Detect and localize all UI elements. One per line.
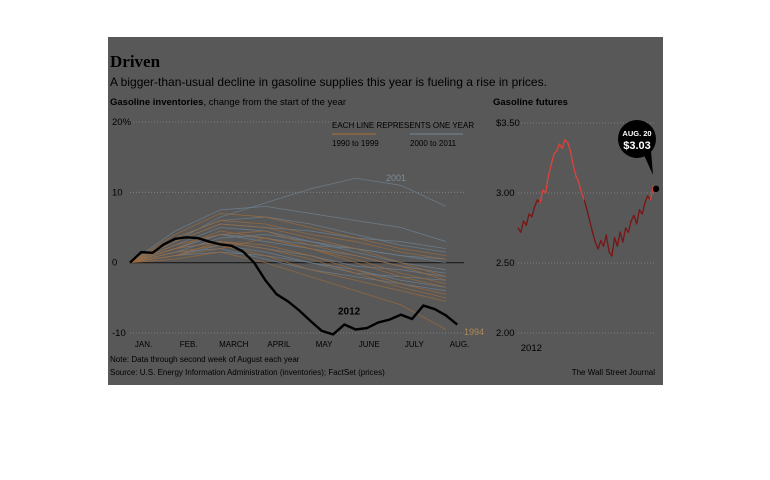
- graphic-panel: Driven A bigger-than-usual decline in ga…: [108, 37, 663, 385]
- futures-callout-date: AUG. 20: [622, 129, 651, 138]
- futures-endpoint: [652, 185, 660, 192]
- footer-note: Note: Data through second week of August…: [110, 355, 300, 364]
- futures-series-segment: [589, 220, 594, 233]
- series-line-2000s: [129, 251, 446, 281]
- legend-label-2000s: 2000 to 2011: [410, 139, 457, 148]
- futures-y-tick-label: 2.50: [496, 258, 515, 269]
- futures-series-segment: [627, 220, 632, 233]
- futures-series-segment: [586, 209, 591, 222]
- futures-series-segment: [578, 181, 583, 194]
- futures-x-tick-label: 2012: [521, 343, 542, 354]
- futures-series-segment: [547, 164, 552, 177]
- futures-series-segment: [649, 185, 654, 201]
- inventories-x-tick-label: MARCH: [219, 340, 249, 349]
- futures-y-tick-label: 2.00: [496, 328, 515, 339]
- inventories-y-tick-label: 0: [112, 258, 117, 269]
- series-line-2000s: [129, 234, 446, 264]
- futures-series-segment: [594, 241, 599, 250]
- charts-svg: 20% 10 0 -10 JAN. FEB. MARCH APRIL MAY JUNE JULY AU…: [112, 117, 660, 354]
- futures-series-segment: [633, 214, 638, 225]
- futures-series-segment: [525, 213, 530, 226]
- futures-series-segment: [520, 220, 525, 233]
- futures-series-segment: [641, 202, 646, 215]
- futures-series-segment: [613, 237, 619, 247]
- futures-series-segment: [575, 175, 580, 183]
- futures-series-segment: [558, 143, 563, 149]
- inventories-title-bold: Gasoline inventories: [110, 97, 204, 108]
- futures-series-segment: [597, 239, 602, 250]
- annotation-1994: 1994: [464, 327, 484, 337]
- series-line-1990s: [129, 241, 447, 295]
- futures-callout-value: $3.03: [623, 140, 651, 152]
- page-subtitle: A bigger-than-usual decline in gasoline …: [110, 75, 547, 89]
- legend-label-1990s: 1990 to 1999: [332, 139, 379, 148]
- futures-series-segment: [630, 214, 635, 222]
- futures-series-segment: [533, 199, 538, 208]
- futures-series-segment: [544, 175, 550, 194]
- inventories-x-tick-label: JULY: [405, 340, 425, 349]
- inventories-y-tick-label: 20%: [112, 117, 132, 128]
- legend-heading: EACH LINE REPRESENTS ONE YEAR: [332, 121, 474, 130]
- futures-series-segment: [611, 237, 616, 257]
- series-line-1990s: [129, 241, 447, 299]
- futures-series-segment: [550, 153, 555, 166]
- futures-series-segment: [619, 231, 624, 243]
- futures-series-segment: [539, 189, 544, 204]
- inventories-x-tick-label: APRIL: [267, 340, 291, 349]
- futures-series-segment: [569, 150, 574, 166]
- futures-y-tick-label: 3.00: [496, 188, 515, 199]
- series-line-1990s: [129, 213, 447, 264]
- footer-source: Source: U.S. Energy Information Administ…: [110, 368, 385, 377]
- inventories-title-rest: , change from the start of the year: [203, 97, 347, 108]
- inventories-x-tick-label: AUG.: [450, 340, 470, 349]
- inventories-x-tick-label: FEB.: [180, 340, 198, 349]
- futures-callout-bubble: [618, 120, 656, 158]
- futures-series-segment: [616, 231, 621, 247]
- futures-series-segment: [564, 139, 569, 144]
- futures-series-segment: [567, 141, 572, 152]
- page-title: Driven: [110, 52, 161, 71]
- futures-y-tick-label: $3.50: [496, 118, 520, 129]
- futures-series-segment: [583, 199, 588, 211]
- futures-series-segment: [591, 231, 596, 243]
- futures-series-segment: [600, 239, 605, 247]
- futures-series-segment: [572, 164, 577, 177]
- futures-series-segment: [555, 143, 561, 152]
- futures-callout-pointer: [644, 151, 653, 175]
- futures-series-segment: [561, 139, 566, 149]
- inventories-y-tick-label: -10: [112, 328, 126, 339]
- inventories-x-tick-label: MAY: [316, 340, 333, 349]
- annotation-2012: 2012: [338, 307, 361, 318]
- futures-series-segment: [602, 234, 607, 247]
- series-line-1990s: [129, 230, 447, 281]
- inventories-x-tick-label: JUNE: [359, 340, 380, 349]
- series-line-1990s: [129, 220, 447, 264]
- footer-credit: The Wall Street Journal: [571, 368, 655, 377]
- series-line-2000s: [129, 244, 447, 288]
- futures-series-segment: [580, 192, 585, 201]
- futures-series-segment: [636, 209, 641, 225]
- inventories-chart-title: Gasoline inventories, change from the st…: [110, 97, 346, 108]
- annotation-2001: 2001: [386, 173, 406, 183]
- futures-series-segment: [553, 150, 558, 155]
- futures-series-segment: [531, 206, 536, 218]
- inventories-x-tick-label: JAN.: [135, 340, 152, 349]
- futures-chart-title: Gasoline futures: [493, 97, 568, 108]
- series-line-1990s: [129, 237, 447, 288]
- futures-series-segment: [605, 234, 610, 253]
- series-line-1990s: [129, 244, 447, 302]
- inventories-y-tick-label: 10: [112, 187, 123, 198]
- futures-series-segment: [644, 195, 649, 204]
- series-line-2000s: [129, 205, 447, 263]
- series-line-2012: [129, 236, 458, 336]
- series-line-2000s: [129, 248, 447, 292]
- series-line-1990s: [129, 251, 447, 330]
- futures-series-segment: [622, 227, 627, 243]
